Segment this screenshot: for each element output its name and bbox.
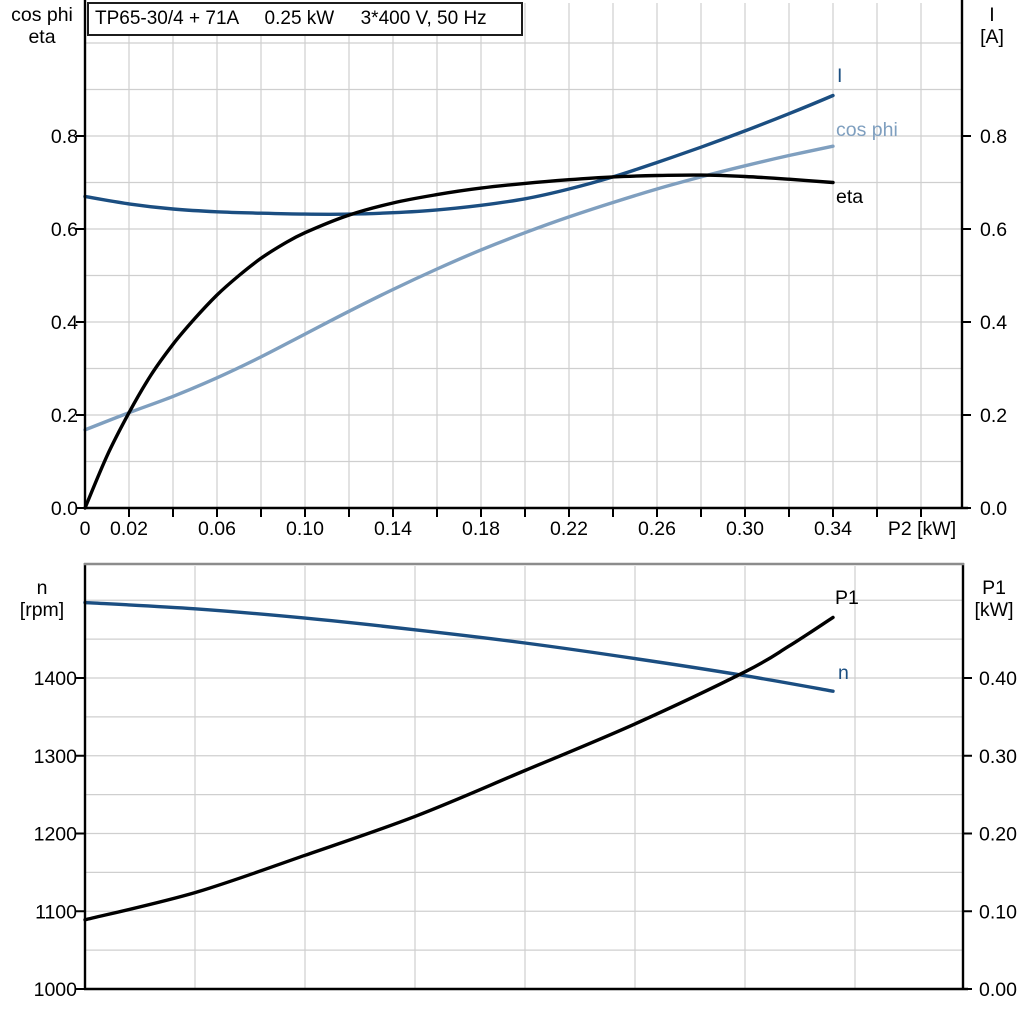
curve-n xyxy=(83,600,835,693)
bottom-left-axis-label: n [rpm] xyxy=(4,577,80,621)
svg-text:0.06: 0.06 xyxy=(198,518,236,540)
top-right-axis-label: I [A] xyxy=(966,4,1018,48)
svg-text:1000: 1000 xyxy=(34,979,78,1001)
svg-text:0.6: 0.6 xyxy=(980,219,1007,241)
svg-text:0.30: 0.30 xyxy=(726,518,764,540)
svg-text:0: 0 xyxy=(80,518,91,540)
top-left-axis-label: cos phi eta xyxy=(4,4,80,48)
cos-phi-axis-label: cos phi xyxy=(11,4,73,26)
svg-text:0.4: 0.4 xyxy=(980,312,1007,334)
svg-text:0.2: 0.2 xyxy=(51,405,78,427)
bottom-right-axis-label: P1 [kW] xyxy=(966,577,1022,621)
speed-unit-label: [rpm] xyxy=(19,599,65,621)
curve-label-n: n xyxy=(838,662,849,684)
top-chart-tick-labels: 0 0.02 0.06 0.10 0.14 0.18 0.22 0.26 0.30 0.34 0.0… xyxy=(51,126,1007,540)
curve-label-eta: eta xyxy=(836,186,863,208)
current-unit-label: [A] xyxy=(980,26,1004,48)
bottom-chart-gridlines xyxy=(86,566,962,988)
svg-text:1100: 1100 xyxy=(35,901,77,923)
speed-axis-label: n xyxy=(36,577,48,599)
svg-text:0.8: 0.8 xyxy=(980,126,1007,148)
curve-cos-phi xyxy=(83,144,835,432)
top-chart-axes xyxy=(76,0,971,517)
bottom-chart-curves xyxy=(83,600,835,922)
svg-text:0.20: 0.20 xyxy=(979,824,1017,846)
svg-text:0.6: 0.6 xyxy=(51,219,78,241)
p1-unit-label: [kW] xyxy=(974,599,1014,621)
svg-text:0.2: 0.2 xyxy=(980,405,1007,427)
curve-eta xyxy=(83,173,835,510)
curve-label-I: I xyxy=(837,65,842,87)
svg-text:0.26: 0.26 xyxy=(638,518,676,540)
svg-text:0.34: 0.34 xyxy=(814,518,852,540)
curve-label-P1: P1 xyxy=(835,587,859,609)
svg-text:0.14: 0.14 xyxy=(374,518,412,540)
current-axis-label: I xyxy=(989,4,995,26)
curve-label-cos-phi: cos phi xyxy=(836,119,898,141)
svg-text:0.0: 0.0 xyxy=(51,498,78,520)
svg-text:0.10: 0.10 xyxy=(286,518,324,540)
svg-text:0.30: 0.30 xyxy=(979,746,1017,768)
svg-text:1400: 1400 xyxy=(34,668,78,690)
top-chart-curves xyxy=(83,93,835,510)
svg-text:0.02: 0.02 xyxy=(110,518,148,540)
svg-text:0.4: 0.4 xyxy=(51,312,78,334)
svg-text:0.0: 0.0 xyxy=(980,498,1007,520)
curve-P1 xyxy=(83,615,835,922)
bottom-chart-tick-labels: 1000 1100 1200 1300 1400 0.00 0.10 0.20 0.30 0.40 xyxy=(34,668,1017,1001)
curve-I xyxy=(83,93,835,216)
bottom-chart-axes xyxy=(76,562,972,991)
svg-text:0.8: 0.8 xyxy=(51,126,78,148)
p1-axis-label: P1 xyxy=(982,577,1006,599)
svg-text:0.22: 0.22 xyxy=(550,518,588,540)
svg-text:0.40: 0.40 xyxy=(979,668,1017,690)
svg-text:1300: 1300 xyxy=(34,746,78,768)
chart-header-box: TP65-30/4 + 71A 0.25 kW 3*400 V, 50 Hz xyxy=(87,2,523,36)
svg-text:1200: 1200 xyxy=(34,824,78,846)
eta-axis-label: eta xyxy=(28,26,56,48)
svg-text:0.18: 0.18 xyxy=(462,518,500,540)
x-axis-title: P2 [kW] xyxy=(887,518,957,540)
chart-header-text: TP65-30/4 + 71A 0.25 kW 3*400 V, 50 Hz xyxy=(95,8,487,29)
top-chart-gridlines xyxy=(86,3,961,507)
svg-text:0.10: 0.10 xyxy=(979,901,1017,923)
svg-text:0.00: 0.00 xyxy=(979,979,1017,1001)
